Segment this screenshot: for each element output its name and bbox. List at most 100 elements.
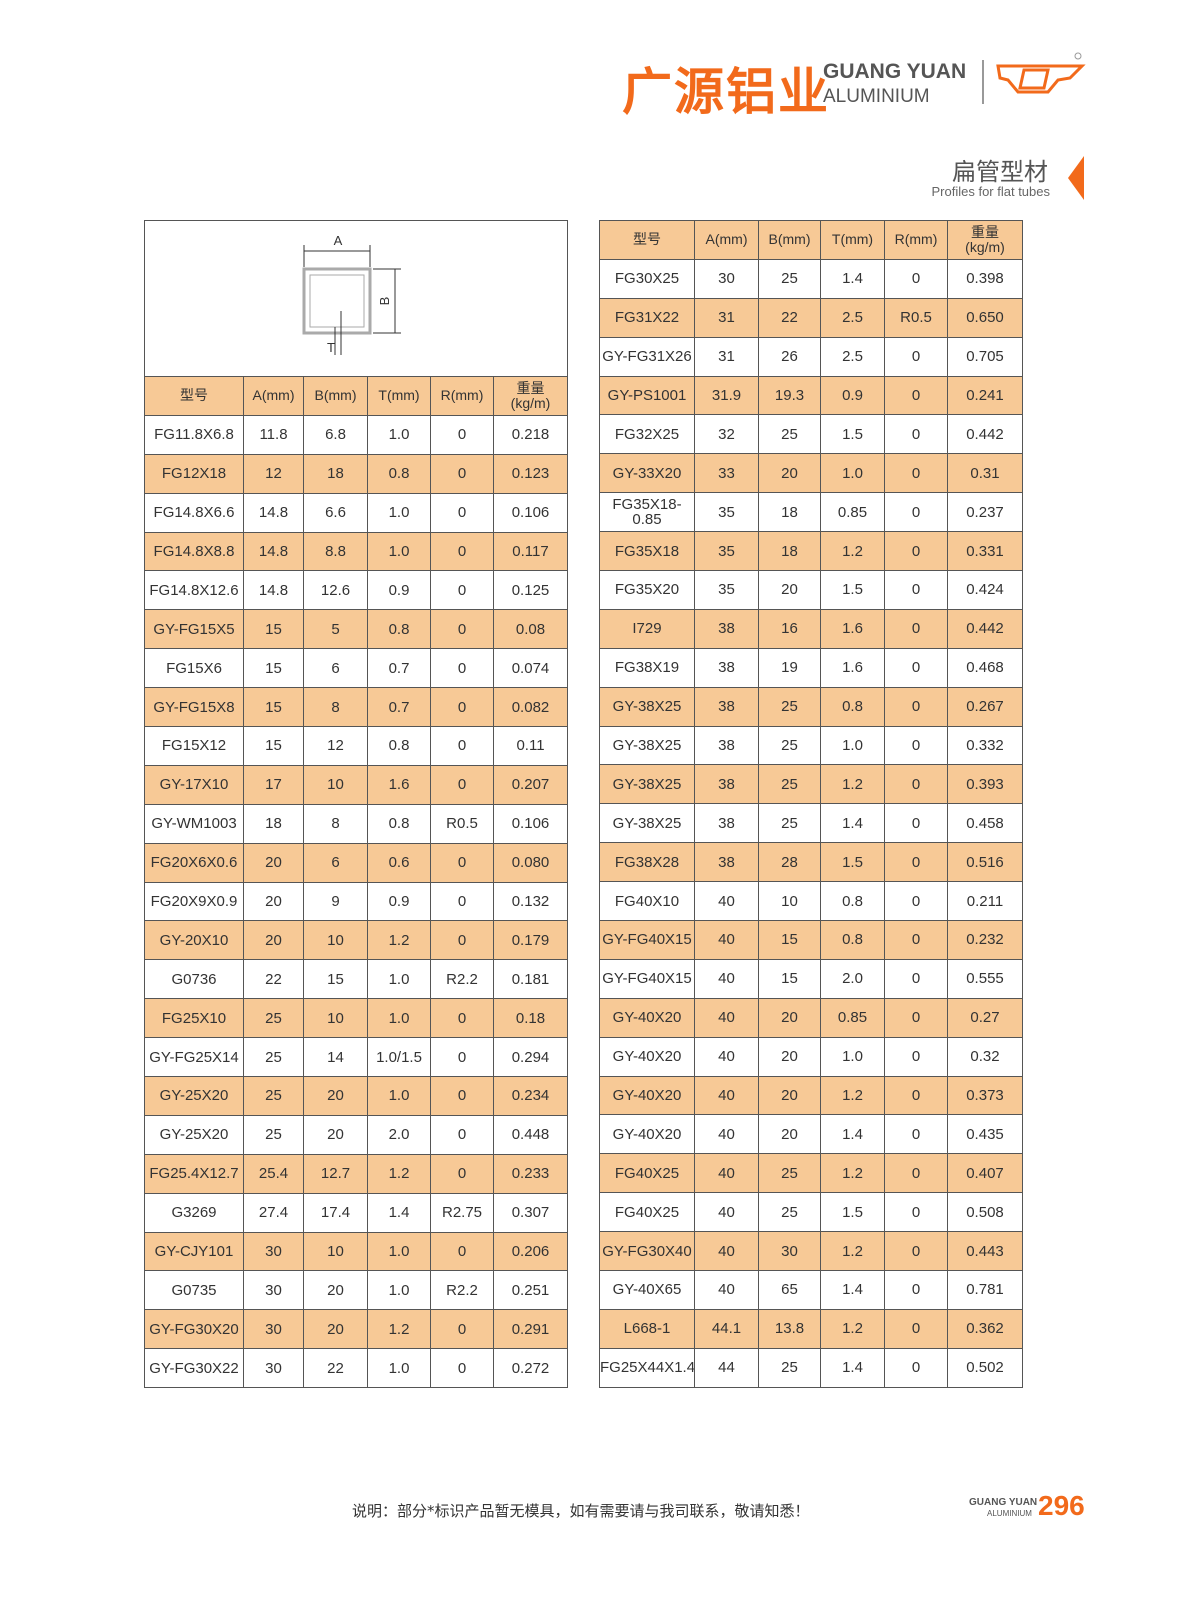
table-cell: 0 [884, 414, 948, 455]
table-cell: 0 [884, 1192, 948, 1233]
table-cell: 14 [303, 1037, 368, 1078]
table-cell: GY-FG25X14 [144, 1037, 244, 1078]
table-cell: GY-38X25 [599, 725, 695, 766]
table-cell: R0.5 [430, 803, 494, 844]
table-cell: 40 [694, 1036, 759, 1077]
table-row: GY-20X10 20 10 1.2 0 0.179 [144, 920, 568, 961]
table-cell: 2.5 [820, 297, 885, 338]
table-cell: 38 [694, 764, 759, 805]
table-cell: FG15X12 [144, 726, 244, 766]
table-cell: 25 [758, 1192, 821, 1233]
table-cell: 0.407 [947, 1153, 1023, 1194]
profile-diagram: A B T [144, 220, 568, 376]
table-cell: 12.6 [303, 570, 368, 611]
table-cell: 1.2 [820, 531, 885, 572]
dim-label: A [334, 233, 343, 248]
table-row: GY-WM1003 18 8 0.8 R0.5 0.106 [144, 803, 568, 844]
table-cell: 1.0 [367, 959, 431, 1000]
table-cell: 0.9 [820, 375, 885, 416]
table-cell: 0.8 [820, 686, 885, 727]
table-cell: 38 [694, 608, 759, 649]
table-cell: FG20X9X0.9 [144, 881, 244, 922]
table-cell: 25 [243, 1076, 304, 1116]
table-row: FG31X22 31 22 2.5 R0.5 0.650 [599, 297, 1023, 338]
table-row: GY-38X25 38 25 1.4 0 0.458 [599, 803, 1023, 844]
table-cell: FG14.8X8.8 [144, 531, 244, 572]
table-cell: 1.2 [367, 1153, 431, 1194]
table-row: FG25.4X12.7 25.4 12.7 1.2 0 0.233 [144, 1153, 568, 1194]
table-cell: 31 [694, 336, 759, 377]
table-cell: 25 [758, 686, 821, 727]
table-row: GY-FG30X22 30 22 1.0 0 0.272 [144, 1348, 568, 1389]
table-cell: 0.082 [493, 687, 568, 728]
table-cell: 0 [430, 764, 494, 805]
table-cell: 0.08 [493, 609, 568, 650]
dim-label: B [377, 297, 392, 306]
table-cell: 0.373 [947, 1075, 1023, 1116]
table-cell: 25 [243, 1114, 304, 1155]
table-cell: 27.4 [243, 1192, 304, 1233]
table-cell: 0 [884, 881, 948, 922]
table-row: GY-FG40X15 40 15 0.8 0 0.232 [599, 920, 1023, 960]
table-cell: GY-38X25 [599, 764, 695, 805]
table-cell: 0.32 [947, 1036, 1023, 1077]
table-row: FG35X20 35 20 1.5 0 0.424 [599, 570, 1023, 610]
spec-table: 型号 A(mm) B(mm) T(mm) R(mm) 重量 (kg/m) FG30X25 30… [599, 220, 1023, 1388]
table-cell: 15 [303, 959, 368, 1000]
table-cell: 12 [243, 453, 304, 494]
table-row: GY-FG25X14 25 14 1.0/1.5 0 0.294 [144, 1037, 568, 1078]
table-row: GY-38X25 38 25 0.8 0 0.267 [599, 686, 1023, 727]
column-header: A(mm) [243, 376, 304, 416]
table-cell: 40 [694, 1153, 759, 1194]
page-number: 296 [1038, 1490, 1085, 1521]
table-cell: 40 [694, 1114, 759, 1155]
table-cell: 0 [430, 648, 494, 689]
table-row: L668-1 44.1 13.8 1.2 0 0.362 [599, 1308, 1023, 1349]
table-cell: 35 [694, 570, 759, 610]
table-cell: 40 [694, 1231, 759, 1272]
table-cell: R2.2 [430, 1270, 494, 1311]
table-cell: 0 [884, 958, 948, 999]
table-cell: 0.508 [947, 1192, 1023, 1233]
table-cell: 15 [758, 920, 821, 960]
table-cell: 6.8 [303, 414, 368, 455]
table-cell: 0 [430, 570, 494, 611]
table-row: FG32X25 32 25 1.5 0 0.442 [599, 414, 1023, 455]
table-cell: 15 [243, 609, 304, 650]
table-cell: 26 [758, 336, 821, 377]
table-cell: 20 [243, 881, 304, 922]
table-cell: 25 [758, 803, 821, 844]
table-cell: 0 [884, 725, 948, 766]
table-cell: 15 [243, 726, 304, 766]
table-row: FG20X9X0.9 20 9 0.9 0 0.132 [144, 881, 568, 922]
table-cell: I729 [599, 608, 695, 649]
table-cell: GY-FG30X40 [599, 1231, 695, 1272]
table-cell: 1.4 [820, 803, 885, 844]
table-cell: FG20X6X0.6 [144, 842, 244, 883]
table-row: FG15X6 15 6 0.7 0 0.074 [144, 648, 568, 689]
table-cell: 6 [303, 842, 368, 883]
table-cell: 14.8 [243, 531, 304, 572]
table-cell: 0 [884, 764, 948, 805]
column-header: T(mm) [820, 220, 885, 260]
table-cell: 16 [758, 608, 821, 649]
table-cell: 0.85 [820, 997, 885, 1038]
table-cell: 44 [694, 1347, 759, 1388]
table-cell: 19.3 [758, 375, 821, 416]
section-subtitle: Profiles for flat tubes [931, 184, 1051, 199]
column-header: B(mm) [758, 220, 821, 260]
table-cell: 0 [430, 531, 494, 572]
table-cell: FG14.8X12.6 [144, 570, 244, 611]
table-cell: 0 [430, 453, 494, 494]
table-cell: 0.6 [367, 842, 431, 883]
table-cell: GY-40X20 [599, 1036, 695, 1077]
table-cell: GY-38X25 [599, 803, 695, 844]
column-header: R(mm) [430, 376, 494, 416]
table-cell: 0.8 [820, 881, 885, 922]
table-cell: GY-FG31X26 [599, 336, 695, 377]
table-cell: GY-FG15X8 [144, 687, 244, 728]
table-cell: 1.0/1.5 [367, 1037, 431, 1078]
column-header: 型号 [599, 220, 695, 260]
table-row: G3269 27.4 17.4 1.4 R2.75 0.307 [144, 1192, 568, 1233]
table-cell: 30 [243, 1309, 304, 1350]
